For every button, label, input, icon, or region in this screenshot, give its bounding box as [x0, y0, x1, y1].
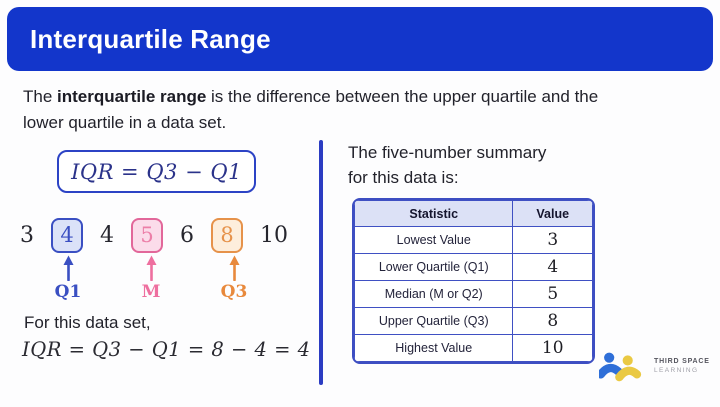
data-value: 4 — [60, 223, 74, 247]
median-marker: M — [129, 255, 173, 302]
statistic-cell: Upper Quartile (Q3) — [354, 307, 514, 335]
lower-quartile-box: 4 — [51, 217, 83, 253]
logo-line2: LEARNING — [654, 367, 699, 374]
median-label: M — [141, 282, 161, 302]
intro-text: The interquartile range is the differenc… — [23, 84, 663, 136]
data-value: 8 — [220, 223, 234, 247]
table-row: Highest Value 10 — [354, 334, 593, 362]
conclusion-intro: For this data set, — [24, 313, 151, 332]
up-arrow-icon — [146, 255, 156, 281]
column-header-value: Value — [512, 200, 593, 227]
value-cell: 10 — [512, 334, 593, 362]
data-set-row: 3 4 4 5 6 8 10 — [20, 215, 288, 255]
q3-label: Q3 — [220, 282, 248, 302]
summary-heading-line1: The five-number summary — [348, 143, 547, 162]
logo-mark-icon — [599, 352, 642, 382]
median-box: 5 — [131, 217, 163, 253]
value-cell: 8 — [512, 307, 593, 335]
summary-heading-line2: for this data is: — [348, 168, 459, 187]
data-value: 6 — [180, 222, 194, 248]
table-row: Upper Quartile (Q3) 8 — [354, 307, 593, 335]
statistic-cell: Lowest Value — [354, 226, 514, 254]
table-row: Lower Quartile (Q1) 4 — [354, 253, 593, 281]
table-row: Lowest Value 3 — [354, 226, 593, 254]
summary-heading: The five-number summary for this data is… — [348, 140, 598, 190]
q1-label: Q1 — [54, 282, 82, 302]
header-banner: Interquartile Range — [7, 7, 713, 71]
statistic-cell: Lower Quartile (Q1) — [354, 253, 514, 281]
table-header-row: Statistic Value — [354, 200, 593, 227]
intro-line1: The interquartile range is the differenc… — [23, 87, 599, 106]
data-value: 5 — [140, 223, 154, 247]
page-title: Interquartile Range — [30, 23, 271, 54]
third-space-learning-logo: THIRD SPACE LEARNING — [599, 349, 710, 383]
up-arrow-icon — [229, 255, 239, 281]
q1-marker: Q1 — [46, 255, 90, 302]
value-cell: 5 — [512, 280, 593, 308]
value-cell: 3 — [512, 226, 593, 254]
table-row: Median (M or Q2) 5 — [354, 280, 593, 308]
data-value: 10 — [260, 222, 288, 248]
data-value: 3 — [20, 222, 34, 248]
iqr-formula: IQR = Q3 − Q1 — [71, 159, 242, 184]
data-value: 4 — [100, 222, 114, 248]
vertical-divider — [319, 140, 323, 385]
q3-marker: Q3 — [212, 255, 256, 302]
upper-quartile-box: 8 — [211, 217, 243, 253]
iqr-formula-box: IQR = Q3 − Q1 — [57, 150, 256, 193]
statistic-cell: Highest Value — [354, 334, 514, 362]
five-number-summary-table: Statistic Value Lowest Value 3 Lower Qua… — [352, 198, 595, 364]
logo-wordmark: THIRD SPACE LEARNING — [654, 357, 710, 375]
up-arrow-icon — [63, 255, 73, 281]
column-header-statistic: Statistic — [354, 200, 514, 227]
intro-line2: lower quartile in a data set. — [23, 113, 227, 132]
conclusion-formula: IQR = Q3 − Q1 = 8 − 4 = 4 — [22, 338, 311, 361]
statistic-cell: Median (M or Q2) — [354, 280, 514, 308]
value-cell: 4 — [512, 253, 593, 281]
intro-term: interquartile range — [57, 87, 207, 106]
logo-line1: THIRD SPACE — [654, 358, 710, 365]
